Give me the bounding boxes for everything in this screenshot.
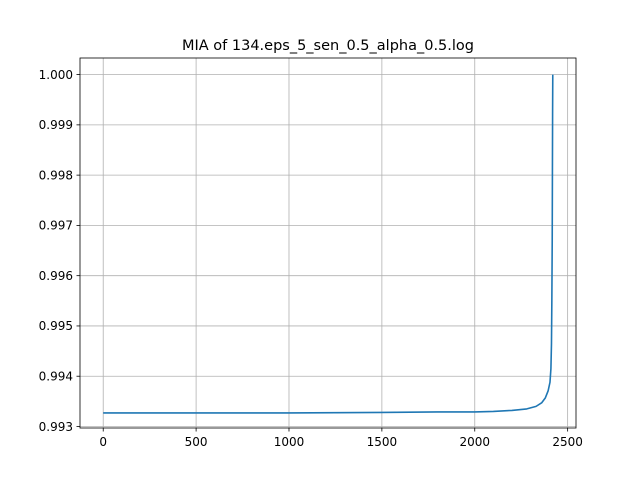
y-axis: 0.993 0.994 0.995 0.996 0.997 0.998 0.999 1.000 [39, 68, 80, 434]
series-line [103, 74, 554, 414]
y-tick-label: 0.994 [39, 370, 73, 384]
plot-frame [79, 57, 577, 429]
x-tick-label: 1000 [274, 435, 305, 449]
x-tick-label: 2500 [552, 435, 583, 449]
grid-lines [80, 58, 576, 428]
y-tick-label: 0.995 [39, 319, 73, 333]
x-tick-label: 500 [185, 435, 208, 449]
y-tick-label: 0.998 [39, 168, 73, 182]
x-tick-label: 1500 [367, 435, 398, 449]
y-tick-label: 0.997 [39, 219, 73, 233]
y-tick-label: 1.000 [39, 68, 73, 82]
y-tick-label: 0.999 [39, 118, 73, 132]
x-tick-label: 2000 [459, 435, 490, 449]
x-axis: 0 500 1000 1500 2000 2500 [99, 428, 583, 449]
y-tick-label: 0.996 [39, 269, 73, 283]
series-layer [103, 74, 554, 414]
chart-title: MIA of 134.eps_5_sen_0.5_alpha_0.5.log [182, 38, 474, 54]
x-tick-label: 0 [99, 435, 107, 449]
y-tick-label: 0.993 [39, 420, 73, 434]
